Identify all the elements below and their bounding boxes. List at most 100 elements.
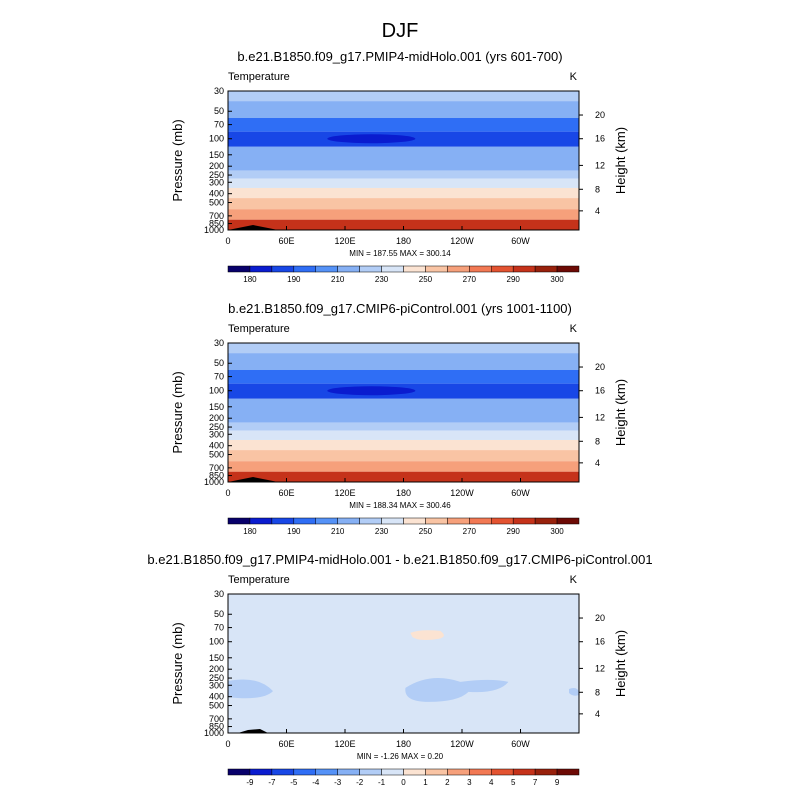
colorbar-label: -5 <box>290 778 298 787</box>
y-axis-title: Pressure (mb) <box>170 622 185 704</box>
colorbar-label: 270 <box>463 527 477 536</box>
colorbar-label: 270 <box>463 275 477 284</box>
temperature-band <box>228 439 579 451</box>
colorbar-label: 180 <box>243 527 257 536</box>
y2-tick-label: 8 <box>595 184 600 194</box>
colorbar-swatch <box>403 517 426 525</box>
y-tick-label: 850 <box>209 471 224 481</box>
y2-tick-label: 20 <box>595 110 605 120</box>
x-tick-label: 120W <box>450 488 474 498</box>
figure-title: DJF <box>382 20 419 42</box>
plot-area <box>228 91 579 230</box>
colorbar-swatch <box>227 517 251 525</box>
cold-core-contour <box>327 386 416 396</box>
colorbar-swatch <box>512 265 536 273</box>
y-tick-label: 100 <box>209 134 224 144</box>
y2-tick-label: 12 <box>595 160 605 170</box>
colorbar-swatch <box>293 517 316 525</box>
y-tick-label: 100 <box>209 637 224 647</box>
y2-tick-label: 8 <box>595 687 600 697</box>
temperature-band <box>228 101 579 118</box>
colorbar-label: 1 <box>423 778 428 787</box>
y-tick-label: 150 <box>209 653 224 663</box>
colorbar-swatch <box>491 265 514 273</box>
colorbar-label: 7 <box>533 778 538 787</box>
y-tick-label: 500 <box>209 701 224 711</box>
colorbar-swatch <box>315 517 338 525</box>
y-tick-label: 150 <box>209 150 224 160</box>
temperature-band <box>228 450 579 462</box>
colorbar-swatch <box>315 265 338 273</box>
colorbar-swatch <box>227 265 251 273</box>
y-tick-label: 250 <box>209 422 224 432</box>
temperature-band <box>228 471 579 479</box>
colorbar-swatch <box>534 768 558 776</box>
x-tick-label: 120E <box>334 236 355 246</box>
colorbar-swatch <box>271 517 295 525</box>
panel-right-label: K <box>570 323 578 335</box>
y2-tick-label: 12 <box>595 412 605 422</box>
y2-tick-label: 20 <box>595 613 605 623</box>
x-tick-label: 0 <box>225 488 230 498</box>
y-tick-label: 500 <box>209 450 224 460</box>
colorbar-swatch <box>403 768 426 776</box>
y-tick-label: 1000 <box>204 728 224 738</box>
colorbar-label: 180 <box>243 275 257 284</box>
y-tick-label: 30 <box>214 86 224 96</box>
x-tick-label: 180 <box>396 739 411 749</box>
y-tick-label: 30 <box>214 338 224 348</box>
colorbar-swatch <box>534 265 558 273</box>
colorbar-label: 290 <box>507 275 521 284</box>
colorbar-swatch <box>359 517 382 525</box>
x-tick-label: 60W <box>511 488 530 498</box>
y-tick-label: 50 <box>214 106 224 116</box>
colorbar-label: -7 <box>268 778 276 787</box>
plot-area <box>228 343 579 482</box>
x-tick-label: 180 <box>396 488 411 498</box>
y-axis-title: Pressure (mb) <box>170 119 185 201</box>
y-tick-label: 700 <box>209 714 224 724</box>
colorbar-label: 210 <box>331 275 345 284</box>
colorbar-swatch <box>359 265 382 273</box>
colorbar-swatch <box>315 768 338 776</box>
y-tick-label: 200 <box>209 161 224 171</box>
colorbar-swatch <box>556 768 580 776</box>
temperature-band <box>228 170 579 179</box>
y-tick-label: 200 <box>209 413 224 423</box>
colorbar-swatch <box>512 768 536 776</box>
colorbar-label: -1 <box>378 778 386 787</box>
panel-2: b.e21.B1850.f09_g17.CMIP6-piControl.001 … <box>170 301 628 536</box>
colorbar-swatch <box>403 265 426 273</box>
colorbar-label: 300 <box>550 527 564 536</box>
colorbar-swatch <box>227 768 251 776</box>
temperature-band <box>228 353 579 370</box>
topography <box>228 225 278 230</box>
temperature-band <box>228 343 579 354</box>
y2-axis-title: Height (km) <box>613 127 628 194</box>
panel-3: b.e21.B1850.f09_g17.PMIP4-midHolo.001 - … <box>147 552 652 787</box>
y2-tick-label: 16 <box>595 637 605 647</box>
y-tick-label: 300 <box>209 429 224 439</box>
colorbar-label: 190 <box>287 527 301 536</box>
x-tick-label: 120W <box>450 236 474 246</box>
colorbar-label: -3 <box>334 778 342 787</box>
temperature-band <box>228 198 579 210</box>
colorbar-swatch <box>425 768 448 776</box>
x-tick-label: 60E <box>278 236 294 246</box>
y-tick-label: 400 <box>209 441 224 451</box>
colorbar-label: 190 <box>287 275 301 284</box>
y-tick-label: 400 <box>209 692 224 702</box>
colorbar-swatch <box>249 265 273 273</box>
temperature-band <box>228 461 579 472</box>
temperature-band <box>228 160 579 171</box>
x-tick-label: 60W <box>511 739 530 749</box>
colorbar-swatch <box>447 517 470 525</box>
colorbar-swatch <box>491 768 514 776</box>
plot-area <box>228 594 579 733</box>
panel-right-label: K <box>570 574 578 586</box>
panel-left-label: Temperature <box>228 574 290 586</box>
panel-left-label: Temperature <box>228 323 290 335</box>
y-tick-label: 100 <box>209 386 224 396</box>
x-tick-label: 0 <box>225 739 230 749</box>
